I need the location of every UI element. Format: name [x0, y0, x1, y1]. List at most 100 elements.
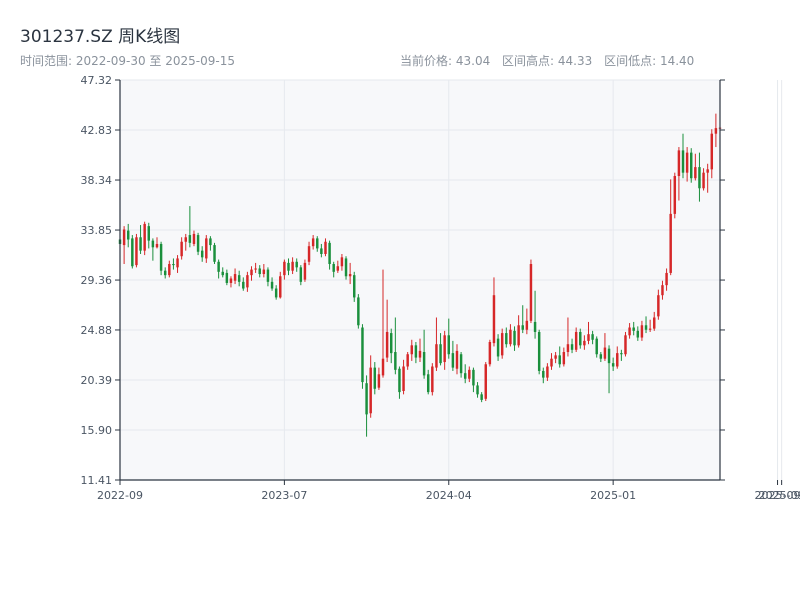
- grid-lines: [119, 79, 783, 481]
- candle-body: [340, 257, 344, 267]
- candle-body: [570, 344, 574, 350]
- candle-body: [426, 374, 430, 393]
- y-tick-label: 42.83: [81, 124, 113, 137]
- candle-body: [287, 262, 290, 271]
- x-tick-label: 2024-04: [426, 489, 472, 502]
- candle-body: [316, 238, 319, 249]
- page-title: 301237.SZ 周K线图: [20, 27, 181, 47]
- candle-body: [459, 354, 463, 374]
- candle-body: [431, 366, 434, 393]
- candle-body: [636, 330, 640, 338]
- candle-body: [159, 243, 163, 271]
- candle-body: [184, 237, 187, 242]
- candle-body: [344, 258, 348, 277]
- candle-body: [168, 264, 171, 276]
- candle-body: [398, 368, 401, 393]
- candle-body: [258, 268, 261, 275]
- candle-body: [484, 364, 487, 399]
- candle-body: [414, 345, 418, 358]
- candle-body: [365, 383, 368, 415]
- candle-body: [357, 297, 360, 326]
- y-tick-label: 29.36: [81, 274, 113, 287]
- candle-body: [299, 267, 303, 282]
- candle-body: [176, 258, 179, 268]
- y-tick-label: 15.90: [81, 424, 113, 437]
- candle-body: [542, 370, 545, 378]
- candle-body: [377, 374, 381, 388]
- candle-body: [447, 335, 450, 355]
- candle-body: [533, 321, 537, 332]
- candle-body: [303, 262, 307, 280]
- candle-body: [246, 275, 249, 288]
- candle-body: [205, 238, 208, 259]
- candle-body: [525, 320, 529, 330]
- candle-body: [677, 150, 681, 177]
- candle-body: [476, 385, 479, 395]
- candles: [118, 113, 722, 437]
- candle-body: [324, 241, 327, 254]
- candle-body: [262, 269, 266, 275]
- candle-body: [690, 152, 693, 179]
- candle-body: [435, 344, 438, 368]
- candle-body: [279, 276, 282, 298]
- candle-body: [611, 363, 615, 367]
- candle-body: [225, 272, 229, 283]
- candle-body: [640, 325, 644, 338]
- candle-body: [180, 241, 183, 257]
- x-tick-label: 2022-09: [97, 489, 143, 502]
- range-low: 区间低点: 14.40: [604, 54, 695, 68]
- candle-body: [192, 233, 196, 244]
- candle-body: [295, 261, 298, 268]
- candle-body: [332, 264, 335, 272]
- candle-body: [188, 235, 192, 243]
- candle-body: [250, 269, 253, 276]
- candle-body: [669, 213, 672, 273]
- candle-body: [574, 331, 578, 350]
- candle-body: [143, 223, 146, 251]
- candle-body: [562, 352, 566, 365]
- candle-body: [381, 358, 385, 376]
- candle-body: [196, 235, 200, 252]
- y-tick-label: 33.85: [81, 224, 113, 237]
- candle-body: [172, 264, 175, 266]
- candle-body: [283, 261, 286, 276]
- y-tick-label: 20.39: [81, 374, 113, 387]
- price-stats: 当前价格: 43.04 区间高点: 44.33 区间低点: 14.40: [400, 52, 702, 69]
- candle-body: [217, 261, 220, 272]
- candle-body: [579, 331, 582, 346]
- candle-body: [139, 237, 142, 251]
- candle-body: [369, 367, 372, 414]
- candle-body: [665, 272, 668, 286]
- candle-body: [422, 352, 426, 376]
- candle-body: [254, 268, 257, 270]
- candle-body: [221, 271, 224, 276]
- candle-body: [135, 237, 138, 266]
- candle-body: [209, 238, 212, 246]
- candle-body: [373, 367, 377, 389]
- candle-body: [657, 295, 660, 317]
- candle-body: [513, 330, 516, 346]
- candle-body: [603, 347, 607, 359]
- candle-body: [537, 331, 541, 371]
- x-tick-label: 2025-09: [755, 489, 800, 502]
- candle-body: [500, 333, 504, 356]
- candle-body: [673, 176, 677, 214]
- candle-body: [237, 275, 241, 282]
- y-tick-label: 24.88: [81, 324, 113, 337]
- candle-body: [439, 344, 442, 364]
- candle-body: [463, 373, 467, 379]
- candle-body: [402, 366, 405, 391]
- candle-body: [291, 261, 294, 271]
- candle-body: [348, 274, 352, 277]
- x-tick-label: 2025-09: [759, 489, 800, 502]
- candle-body: [702, 172, 705, 189]
- candle-body: [418, 350, 422, 358]
- candle-body: [472, 369, 475, 386]
- candle-body: [270, 281, 274, 289]
- candle-body: [480, 394, 483, 400]
- candle-body: [587, 334, 590, 341]
- candle-body: [554, 355, 557, 359]
- candle-body: [151, 240, 155, 248]
- candle-body: [451, 353, 455, 368]
- candle-body: [147, 226, 150, 241]
